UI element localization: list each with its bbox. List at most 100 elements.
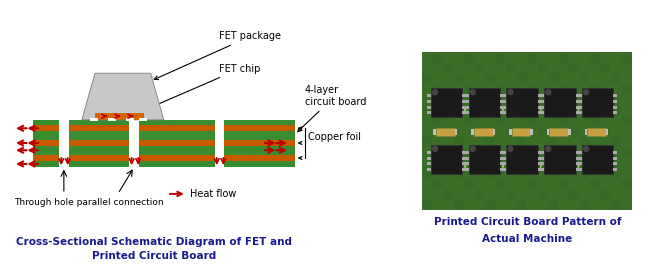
Bar <box>436 128 455 136</box>
Circle shape <box>470 90 476 95</box>
Bar <box>548 106 557 115</box>
Bar <box>465 94 468 97</box>
Bar <box>502 100 506 103</box>
Circle shape <box>508 146 513 151</box>
Bar <box>590 179 600 189</box>
Bar <box>213 120 226 167</box>
Text: Copper foil: Copper foil <box>308 132 361 142</box>
Bar <box>578 100 582 103</box>
Circle shape <box>508 90 513 95</box>
Bar <box>540 168 544 171</box>
Bar <box>443 127 453 136</box>
Bar <box>224 155 226 161</box>
Bar <box>500 106 504 109</box>
Bar <box>576 100 579 103</box>
Bar <box>544 88 576 117</box>
Bar <box>213 120 214 125</box>
Bar <box>576 111 579 114</box>
Bar <box>517 200 526 210</box>
Text: Printed Circuit Board Pattern of: Printed Circuit Board Pattern of <box>434 217 621 227</box>
Bar <box>443 158 453 168</box>
Bar <box>422 106 432 115</box>
Bar <box>538 111 542 114</box>
Bar <box>512 128 531 136</box>
Bar <box>33 131 295 140</box>
Bar <box>500 162 504 165</box>
Bar <box>517 75 526 84</box>
Bar <box>462 106 466 109</box>
Bar <box>462 162 466 165</box>
Bar <box>213 155 226 161</box>
Bar <box>584 129 587 135</box>
Bar <box>454 137 463 147</box>
Bar <box>576 94 579 97</box>
Bar <box>540 106 544 109</box>
Bar <box>128 140 141 146</box>
Bar <box>527 116 536 126</box>
Bar <box>538 190 547 199</box>
Bar <box>569 64 578 73</box>
Bar <box>601 127 610 136</box>
Bar <box>213 161 226 167</box>
Bar <box>517 106 526 115</box>
Bar <box>462 111 466 114</box>
Bar <box>427 100 431 103</box>
Bar <box>611 200 621 210</box>
Bar <box>502 94 506 97</box>
Bar <box>454 106 463 115</box>
Bar <box>213 146 226 155</box>
Bar <box>506 64 515 73</box>
Bar <box>540 157 544 160</box>
Bar <box>58 131 70 140</box>
Bar <box>33 146 295 155</box>
Bar <box>455 129 457 135</box>
Bar <box>454 75 463 84</box>
Bar <box>611 169 621 178</box>
Bar <box>496 179 505 189</box>
Bar <box>427 157 431 160</box>
Bar <box>580 75 589 84</box>
Bar <box>58 161 59 167</box>
Bar <box>578 111 582 114</box>
Bar <box>506 190 515 199</box>
Bar <box>613 100 617 103</box>
Bar <box>128 140 130 146</box>
Bar <box>527 148 536 157</box>
Bar <box>128 155 130 161</box>
Bar <box>139 125 141 131</box>
Bar <box>485 169 495 178</box>
Bar <box>454 200 463 210</box>
Bar <box>611 106 621 115</box>
Bar <box>587 128 606 136</box>
Bar <box>576 168 579 171</box>
Bar <box>500 168 504 171</box>
Bar <box>464 85 474 94</box>
Bar <box>540 111 544 114</box>
Bar <box>601 64 610 73</box>
Bar <box>485 106 495 115</box>
Bar <box>69 161 70 167</box>
Bar <box>58 161 70 167</box>
Bar <box>475 190 484 199</box>
Bar <box>422 52 632 210</box>
Bar <box>128 131 141 140</box>
Bar <box>422 200 432 210</box>
Bar <box>611 75 621 84</box>
Bar <box>128 120 141 125</box>
Bar <box>139 146 141 155</box>
Bar <box>433 179 442 189</box>
Bar <box>550 128 568 136</box>
Bar <box>496 85 505 94</box>
Bar <box>509 129 512 135</box>
Bar <box>569 190 578 199</box>
Bar <box>485 75 495 84</box>
Bar <box>69 125 70 131</box>
Bar <box>427 94 431 97</box>
Bar <box>506 127 515 136</box>
Bar <box>613 111 617 114</box>
Bar <box>622 85 631 94</box>
Bar <box>465 157 468 160</box>
Bar <box>527 85 536 94</box>
Bar <box>538 127 547 136</box>
Bar <box>213 120 226 125</box>
